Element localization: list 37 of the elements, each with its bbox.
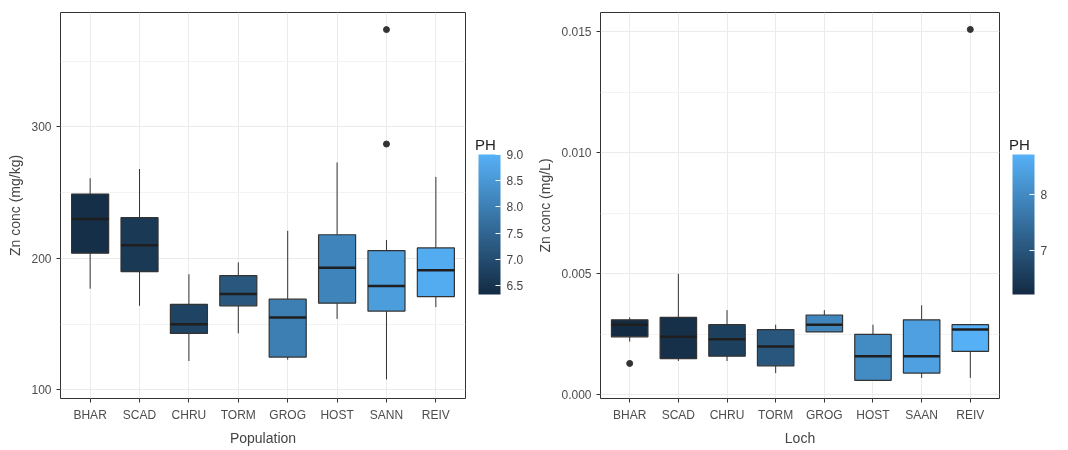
x-tick-label: GROG (806, 407, 843, 422)
y-tick-label: 0.005 (561, 267, 592, 282)
x-tick-label: TORM (758, 407, 794, 422)
y-axis-title: Zn conc (mg/L) (537, 158, 554, 253)
x-tick-label: HOST (856, 407, 891, 422)
x-tick-label: GROG (269, 407, 307, 422)
x-tick-label: SAAN (905, 407, 938, 422)
color-bar-title: PH (474, 136, 496, 154)
x-tick-label: CHRU (709, 407, 745, 422)
x-tick-label: SCAD (122, 407, 157, 422)
color-bar-label: 8.0 (506, 200, 524, 215)
color-bar-label: 6.5 (506, 279, 524, 294)
color-bar-label: 8.5 (506, 174, 524, 189)
color-bar-label: 8 (1040, 188, 1048, 202)
x-axis-title: Loch (784, 429, 816, 446)
color-bar-label: 7.5 (506, 226, 524, 241)
color-bar-title: PH (1008, 136, 1030, 154)
color-bar-label: 7 (1040, 243, 1048, 258)
y-tick-label: 0.000 (561, 388, 592, 403)
y-axis-title: Zn conc (mg/kg) (7, 154, 24, 257)
y-tick-label: 200 (31, 251, 52, 266)
x-axis-title: Population (229, 429, 297, 446)
x-tick-label: HOST (320, 407, 355, 422)
x-tick-label: CHRU (171, 407, 207, 422)
x-tick-label: BHAR (73, 407, 108, 422)
x-tick-label: BHAR (613, 407, 647, 422)
x-tick-label: TORM (220, 407, 256, 422)
x-tick-label: REIV (956, 407, 985, 422)
y-tick-label: 0.015 (561, 25, 592, 40)
y-tick-label: 300 (31, 120, 52, 135)
y-tick-label: 0.010 (561, 146, 592, 161)
y-tick-label: 100 (31, 383, 52, 398)
color-bar-label: 9.0 (506, 148, 524, 162)
x-tick-label: SANN (369, 407, 404, 422)
color-bar-label: 7.0 (506, 252, 524, 267)
x-tick-label: SCAD (661, 407, 696, 422)
x-tick-label: REIV (421, 407, 450, 422)
